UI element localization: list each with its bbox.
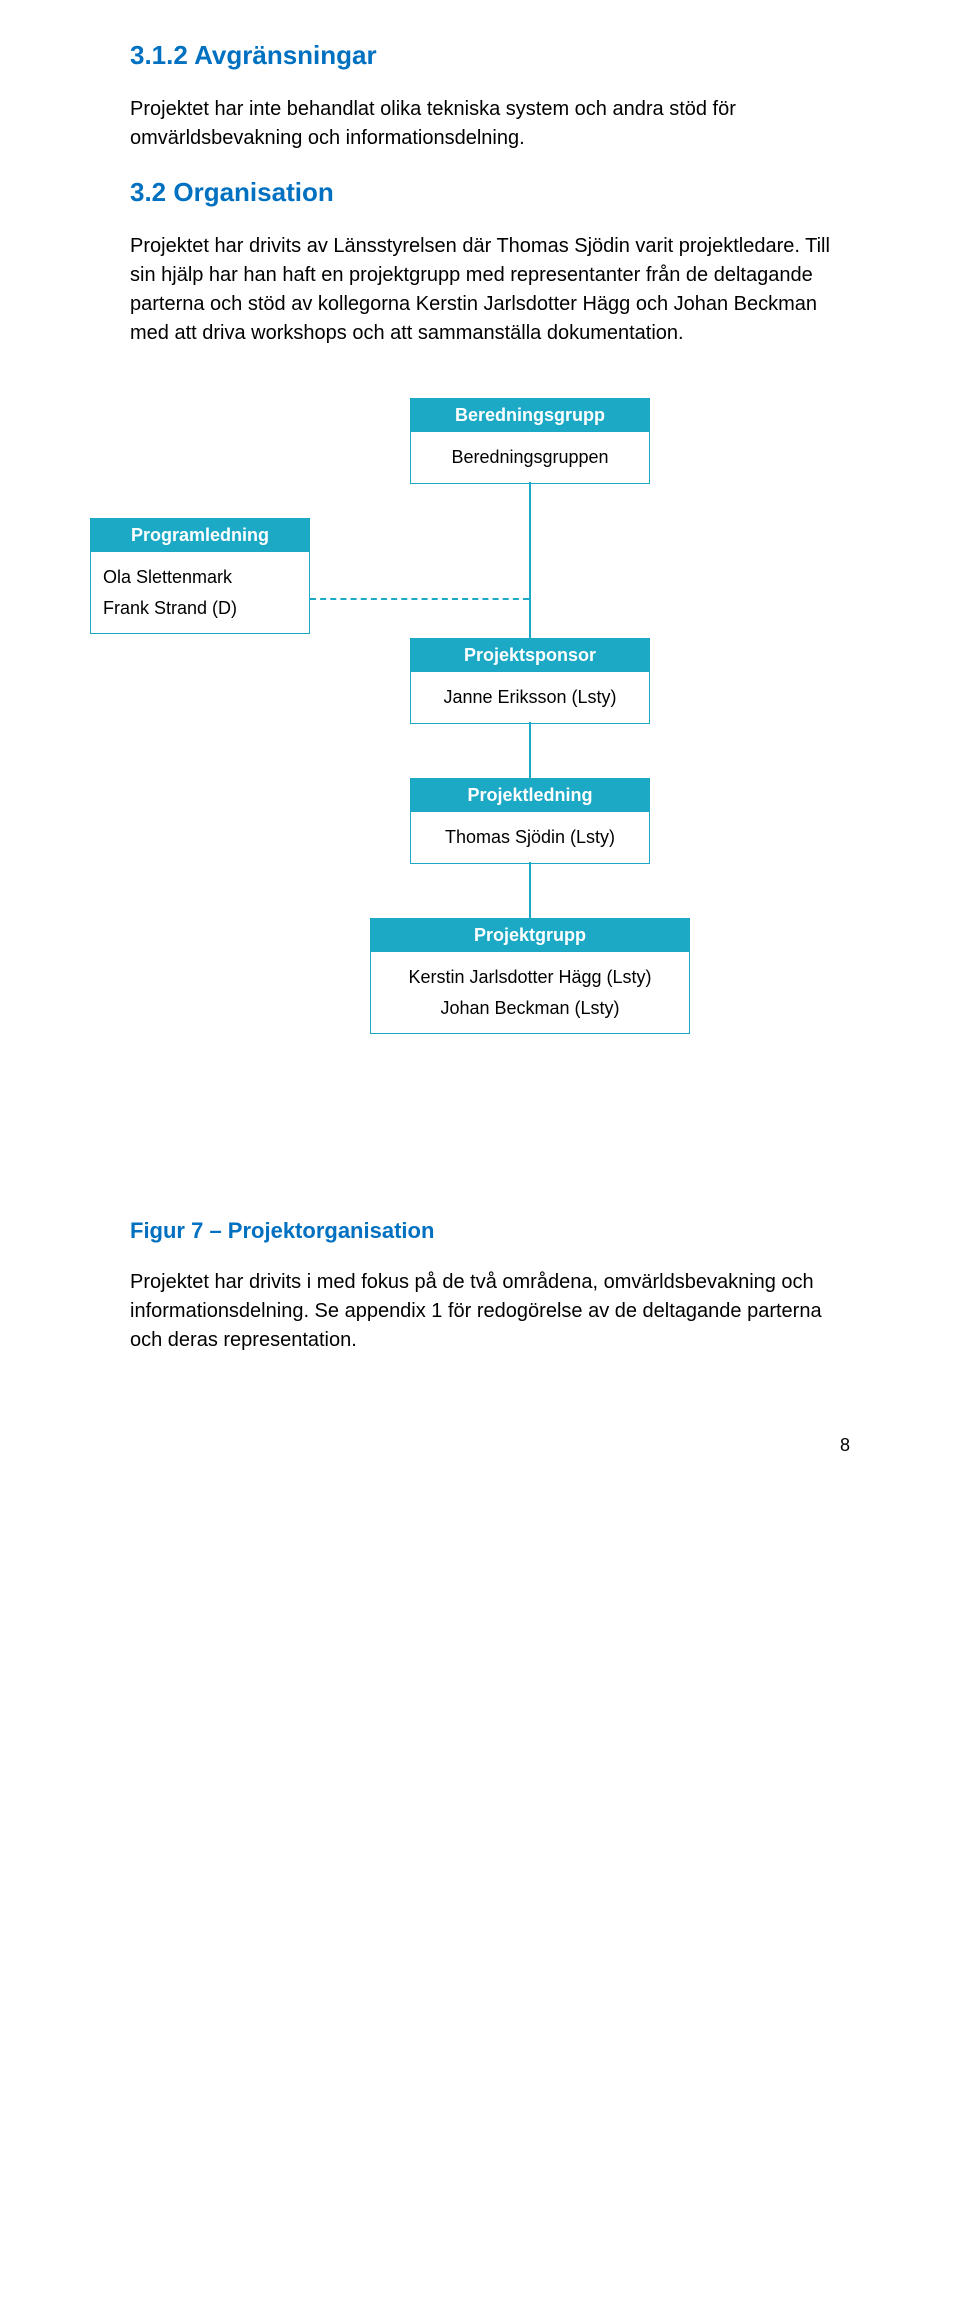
org-box-grupp: Projektgrupp Kerstin Jarlsdotter Hägg (L…: [370, 918, 690, 1034]
org-line-programledning-2: Frank Strand (D): [103, 593, 301, 624]
org-body-programledning: Ola Slettenmark Frank Strand (D): [91, 552, 309, 633]
heading-3-2: 3.2 Organisation: [130, 177, 850, 208]
org-body-ledning: Thomas Sjödin (Lsty): [411, 812, 649, 863]
org-title-sponsor: Projektsponsor: [411, 639, 649, 672]
org-line-grupp-1: Kerstin Jarlsdotter Hägg (Lsty): [379, 962, 681, 993]
org-box-sponsor: Projektsponsor Janne Eriksson (Lsty): [410, 638, 650, 724]
figure-para: Projektet har drivits i med fokus på de …: [130, 1268, 850, 1355]
org-body-sponsor: Janne Eriksson (Lsty): [411, 672, 649, 723]
org-title-beredning: Beredningsgrupp: [411, 399, 649, 432]
org-box-beredning: Beredningsgrupp Beredningsgruppen: [410, 398, 650, 484]
org-title-grupp: Projektgrupp: [371, 919, 689, 952]
org-box-ledning: Projektledning Thomas Sjödin (Lsty): [410, 778, 650, 864]
org-connector: [529, 482, 531, 638]
org-connector-dashed: [310, 598, 529, 600]
org-connector: [529, 862, 531, 918]
page-number: 8: [130, 1435, 850, 1456]
org-title-ledning: Projektledning: [411, 779, 649, 812]
org-connector: [529, 722, 531, 778]
org-box-programledning: Programledning Ola Slettenmark Frank Str…: [90, 518, 310, 634]
org-body-grupp: Kerstin Jarlsdotter Hägg (Lsty) Johan Be…: [371, 952, 689, 1033]
heading-3-1-2: 3.1.2 Avgränsningar: [130, 40, 850, 71]
org-line-grupp-2: Johan Beckman (Lsty): [379, 993, 681, 1024]
para-3-2: Projektet har drivits av Länsstyrelsen d…: [130, 232, 850, 348]
org-body-beredning: Beredningsgruppen: [411, 432, 649, 483]
org-line-programledning-1: Ola Slettenmark: [103, 562, 301, 593]
org-title-programledning: Programledning: [91, 519, 309, 552]
para-3-1-2: Projektet har inte behandlat olika tekni…: [130, 95, 850, 153]
figure-caption: Figur 7 – Projektorganisation: [130, 1218, 850, 1244]
org-chart: Beredningsgrupp Beredningsgruppen Progra…: [90, 398, 850, 1158]
